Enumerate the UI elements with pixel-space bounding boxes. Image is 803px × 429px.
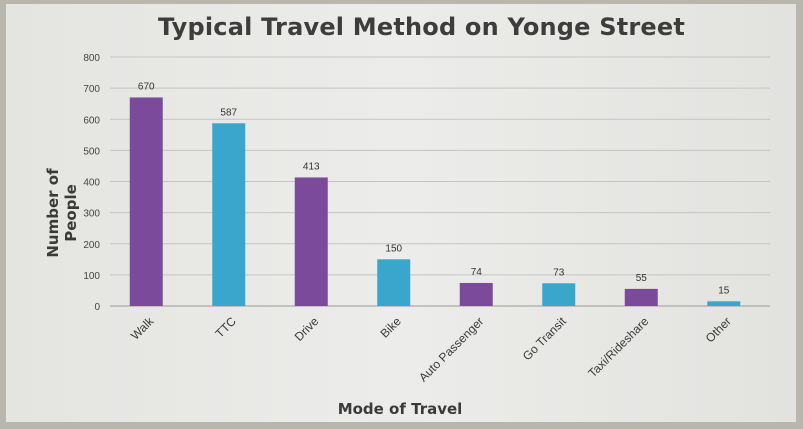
- y-tick-label: 300: [83, 209, 100, 220]
- y-tick-label: 200: [83, 240, 100, 251]
- x-tick-label: Other: [703, 314, 734, 345]
- y-tick-label: 0: [94, 302, 100, 313]
- y-tick-label: 500: [83, 146, 100, 157]
- bar: [377, 259, 411, 306]
- bar: [212, 123, 246, 306]
- x-tick-label: Walk: [128, 314, 157, 343]
- bar: [129, 97, 163, 307]
- y-tick-label: 600: [83, 115, 100, 126]
- x-tick-label: Auto Passenger: [416, 314, 486, 384]
- data-label: 587: [220, 107, 237, 118]
- data-label: 15: [718, 285, 730, 296]
- x-axis-title: Mode of Travel: [337, 400, 463, 418]
- bar: [542, 283, 576, 306]
- data-label: 73: [553, 267, 565, 278]
- data-label: 150: [385, 243, 402, 254]
- bar: [624, 288, 658, 306]
- x-tick-label: Drive: [292, 314, 322, 344]
- data-label: 413: [303, 161, 320, 172]
- data-label: 55: [636, 273, 648, 284]
- bar: [294, 177, 328, 306]
- y-tick-label: 400: [83, 178, 100, 189]
- y-tick-label: 700: [83, 84, 100, 95]
- y-tick-label: 100: [83, 271, 100, 282]
- bar: [707, 301, 741, 306]
- x-tick-label: Taxi/Rideshare: [585, 314, 651, 380]
- chart-title: Typical Travel Method on Yonge Street: [157, 13, 686, 41]
- x-tick-label: Bike: [377, 314, 404, 341]
- data-label: 670: [138, 81, 155, 92]
- y-tick-label: 800: [83, 53, 100, 64]
- x-tick-label: TTC: [212, 314, 239, 341]
- bar: [459, 282, 493, 306]
- data-label: 74: [471, 267, 483, 278]
- x-tick-label: Go Transit: [520, 314, 570, 364]
